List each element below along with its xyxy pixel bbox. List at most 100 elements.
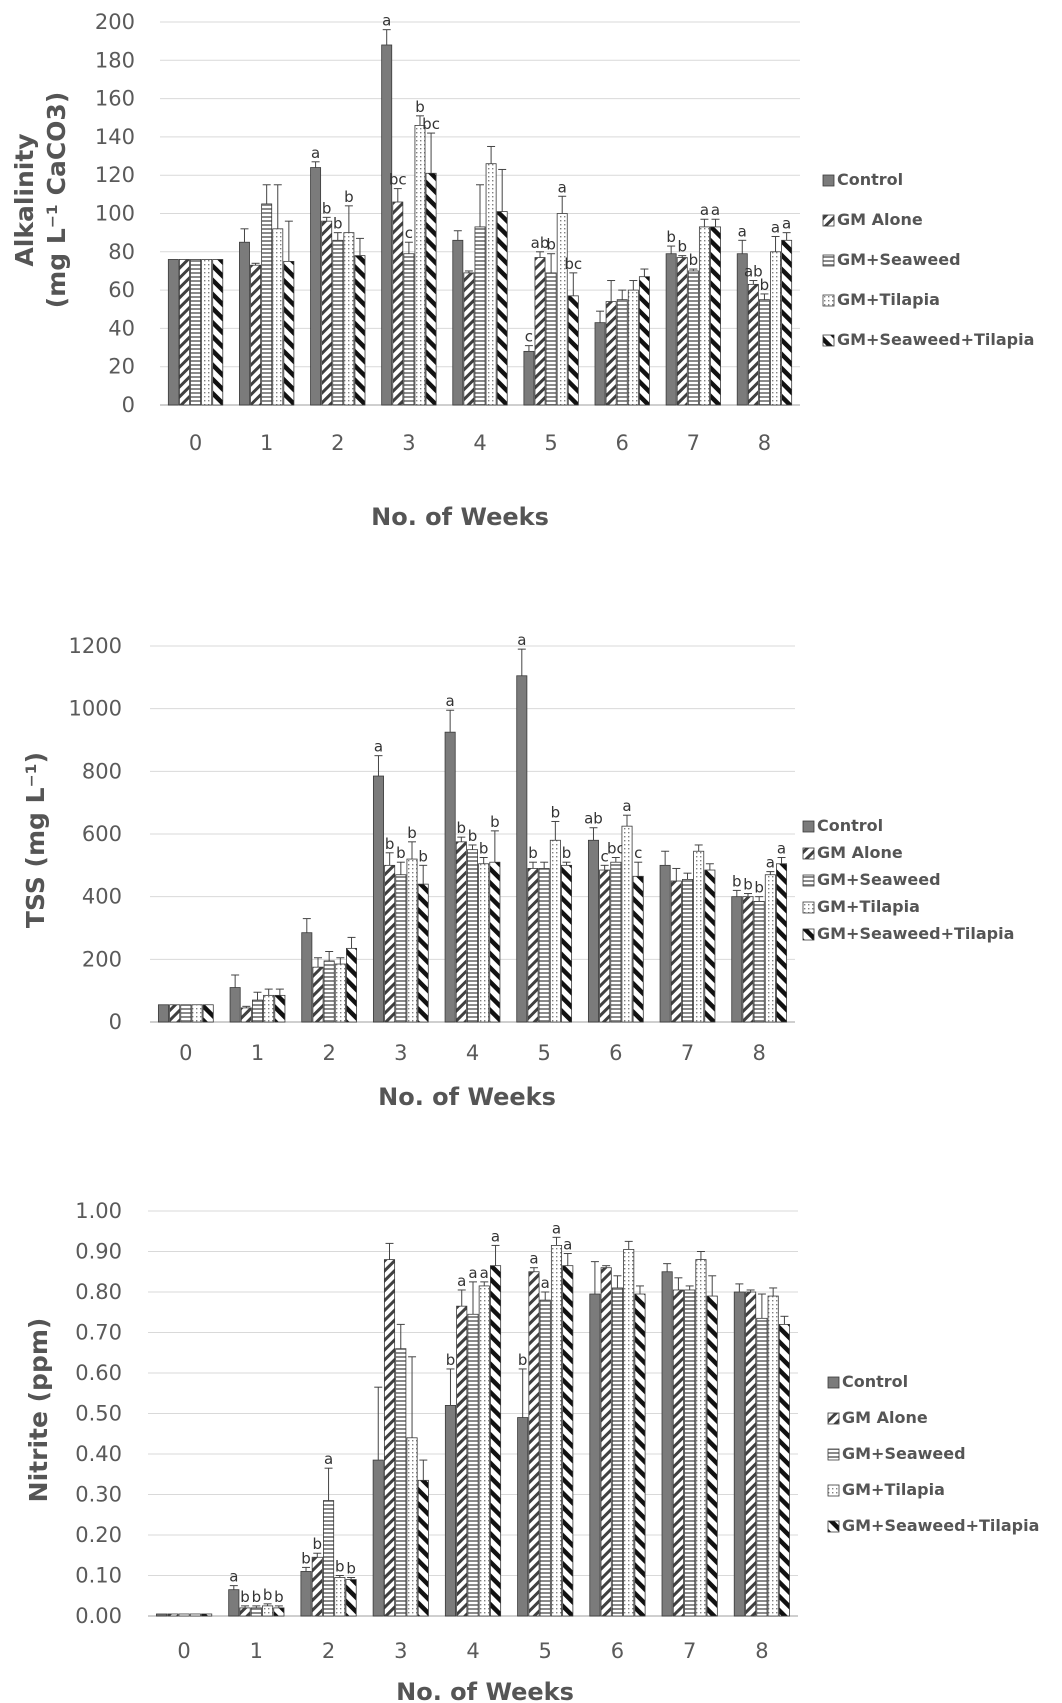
alkalinity-significance-label: bc <box>422 115 440 133</box>
alkalinity-significance-label: bc <box>389 171 407 189</box>
nitrite-y-ticks: 0.00 0.10 0.20 0.30 0.40 0.50 0.60 0.70 0.80 0.90… <box>75 1199 122 1628</box>
nitrite-y-tick-label: 0.60 <box>75 1361 122 1385</box>
nitrite-significance-label: a <box>480 1264 489 1282</box>
alkalinity-x-tick-label: 6 <box>616 431 629 455</box>
alkalinity-bar-gm-seaweed-tilapia <box>567 295 579 406</box>
alkalinity-y-tick-label: 120 <box>95 163 135 187</box>
nitrite-bar-gm-seaweed-tilapia <box>778 1324 790 1617</box>
tss-bar-gm-alone <box>240 1007 252 1023</box>
alkalinity-significance-label: b <box>666 228 676 246</box>
tss-significance-label: a <box>446 692 455 710</box>
tss-significance-label: bc <box>607 840 625 858</box>
tss-legend-swatch-gm-seaweed <box>802 874 815 887</box>
nitrite-bar-gm-tilapia <box>334 1577 346 1617</box>
tss-y-tick-label: 800 <box>82 759 122 783</box>
alkalinity-significance-label: a <box>382 12 391 30</box>
nitrite-bar-gm-seaweed <box>756 1317 768 1617</box>
tss-legend-swatch-gm-tilapia <box>802 901 815 914</box>
alkalinity-x-tick-label: 5 <box>544 431 557 455</box>
tss-x-label: No. of Weeks <box>378 1083 556 1111</box>
alkalinity-bar-gm-alone <box>534 257 546 406</box>
nitrite-bar-control <box>517 1417 529 1617</box>
alkalinity-bar-gm-alone <box>676 257 688 406</box>
tss-x-tick-label: 6 <box>609 1041 622 1065</box>
alkalinity-y-tick-label: 180 <box>95 48 135 72</box>
alkalinity-bar-control <box>239 241 250 406</box>
nitrite-legend: Control GM Alone GM+Seaweed GM+Tilapia GM+Se… <box>827 1372 1039 1535</box>
tss-significance-label: b <box>754 879 764 897</box>
nitrite-bar-gm-seaweed <box>395 1348 407 1617</box>
nitrite-bar-gm-tilapia <box>623 1249 635 1617</box>
nitrite-x-tick-label: 4 <box>466 1639 479 1663</box>
nitrite-legend-label-gm-tilapia: GM+Tilapia <box>842 1480 945 1499</box>
nitrite-significance-label: b <box>263 1586 273 1604</box>
alkalinity-bar-gm-seaweed <box>545 272 557 406</box>
nitrite-bar-gm-seaweed <box>250 1607 262 1617</box>
nitrite-legend-swatch-gm-alone <box>827 1412 840 1425</box>
nitrite-bar-gm-seaweed-tilapia <box>345 1579 357 1617</box>
alkalinity-significance-label: a <box>558 178 567 196</box>
tss-significance-label: b <box>457 819 467 837</box>
nitrite-significance-label: a <box>324 1450 333 1468</box>
alkalinity-significance-label: b <box>344 188 354 206</box>
tss-x-tick-label: 0 <box>179 1041 192 1065</box>
tss-legend-label-gm-seaweed-tilapia: GM+Seaweed+Tilapia <box>817 924 1014 943</box>
tss-y-tick-label: 400 <box>82 885 122 909</box>
alkalinity-legend-label-gm-seaweed-tilapia: GM+Seaweed+Tilapia <box>837 330 1034 349</box>
alkalinity-bar-gm-seaweed <box>687 270 699 406</box>
nitrite-bar-gm-seaweed <box>178 1613 190 1617</box>
nitrite-y-tick-label: 0.90 <box>75 1240 122 1264</box>
tss-x-tick-label: 3 <box>394 1041 407 1065</box>
alkalinity-significance-label: b <box>322 199 332 217</box>
nitrite-significance-label: a <box>541 1274 550 1292</box>
tss-significance-label: b <box>551 803 561 821</box>
alkalinity-significance-label: b <box>333 215 343 233</box>
tss-bar-gm-tilapia <box>478 863 490 1023</box>
alkalinity-y-label-line2: (mg L⁻¹ CaCO3) <box>42 92 71 309</box>
alkalinity-bar-gm-seaweed-tilapia <box>710 226 721 406</box>
alkalinity-x-tick-label: 0 <box>189 431 202 455</box>
alkalinity-legend-label-gm-alone: GM Alone <box>837 210 923 229</box>
tss-bar-control <box>731 896 743 1023</box>
alkalinity-legend-swatch-gm-alone <box>822 214 835 227</box>
nitrite-bar-gm-seaweed-tilapia <box>562 1265 574 1617</box>
alkalinity-bar-control <box>523 350 535 406</box>
alkalinity-legend: Control GM Alone GM+Seaweed GM+Tilapia GM+Se… <box>822 170 1034 349</box>
alkalinity-significance-label: b <box>677 238 687 256</box>
nitrite-x-ticks: 0 1 2 3 4 5 6 7 8 <box>177 1639 768 1663</box>
nitrite-bar-gm-seaweed <box>611 1287 623 1617</box>
tss-bar-gm-tilapia <box>621 825 633 1023</box>
nitrite-significance-label: b <box>301 1549 311 1567</box>
alkalinity-legend-label-gm-tilapia: GM+Tilapia <box>837 290 940 309</box>
tss-legend-label-control: Control <box>817 816 883 835</box>
nitrite-x-tick-label: 1 <box>250 1639 263 1663</box>
nitrite-bar-gm-seaweed-tilapia <box>201 1613 213 1617</box>
tss-significance-label: b <box>418 847 428 865</box>
alkalinity-bar-gm-seaweed-tilapia <box>212 259 224 406</box>
nitrite-significance-label: b <box>313 1535 323 1553</box>
alkalinity-bar-gm-tilapia <box>343 232 355 406</box>
nitrite-y-tick-label: 0.30 <box>75 1483 122 1507</box>
tss-bar-gm-tilapia <box>191 1004 203 1023</box>
nitrite-bar-control <box>589 1293 601 1617</box>
nitrite-legend-swatch-gm-seaweed <box>827 1448 840 1461</box>
nitrite-bar-gm-tilapia <box>478 1285 490 1617</box>
nitrite-y-tick-label: 0.70 <box>75 1321 122 1345</box>
nitrite-bar-gm-alone <box>311 1556 323 1617</box>
alkalinity-bar-gm-seaweed <box>332 239 344 406</box>
tss-y-tick-label: 200 <box>82 947 122 971</box>
tss-y-ticks: 0 200 400 600 800 1000 1200 <box>69 634 122 1034</box>
alkalinity-bar-gm-tilapia <box>770 251 781 406</box>
alkalinity-legend-swatch-gm-seaweed-tilapia <box>822 334 835 347</box>
tss-bar-gm-seaweed <box>538 868 550 1023</box>
tss-legend-label-gm-alone: GM Alone <box>817 843 903 862</box>
alkalinity-bar-gm-alone <box>250 264 262 406</box>
nitrite-significance-label: b <box>252 1588 262 1606</box>
alkalinity-x-tick-label: 2 <box>331 431 344 455</box>
alkalinity-bar-gm-tilapia <box>698 226 710 406</box>
alkalinity-x-label: No. of Weeks <box>371 503 549 531</box>
nitrite-bar-gm-seaweed <box>467 1313 479 1617</box>
alkalinity-significance-label: bc <box>564 255 582 273</box>
